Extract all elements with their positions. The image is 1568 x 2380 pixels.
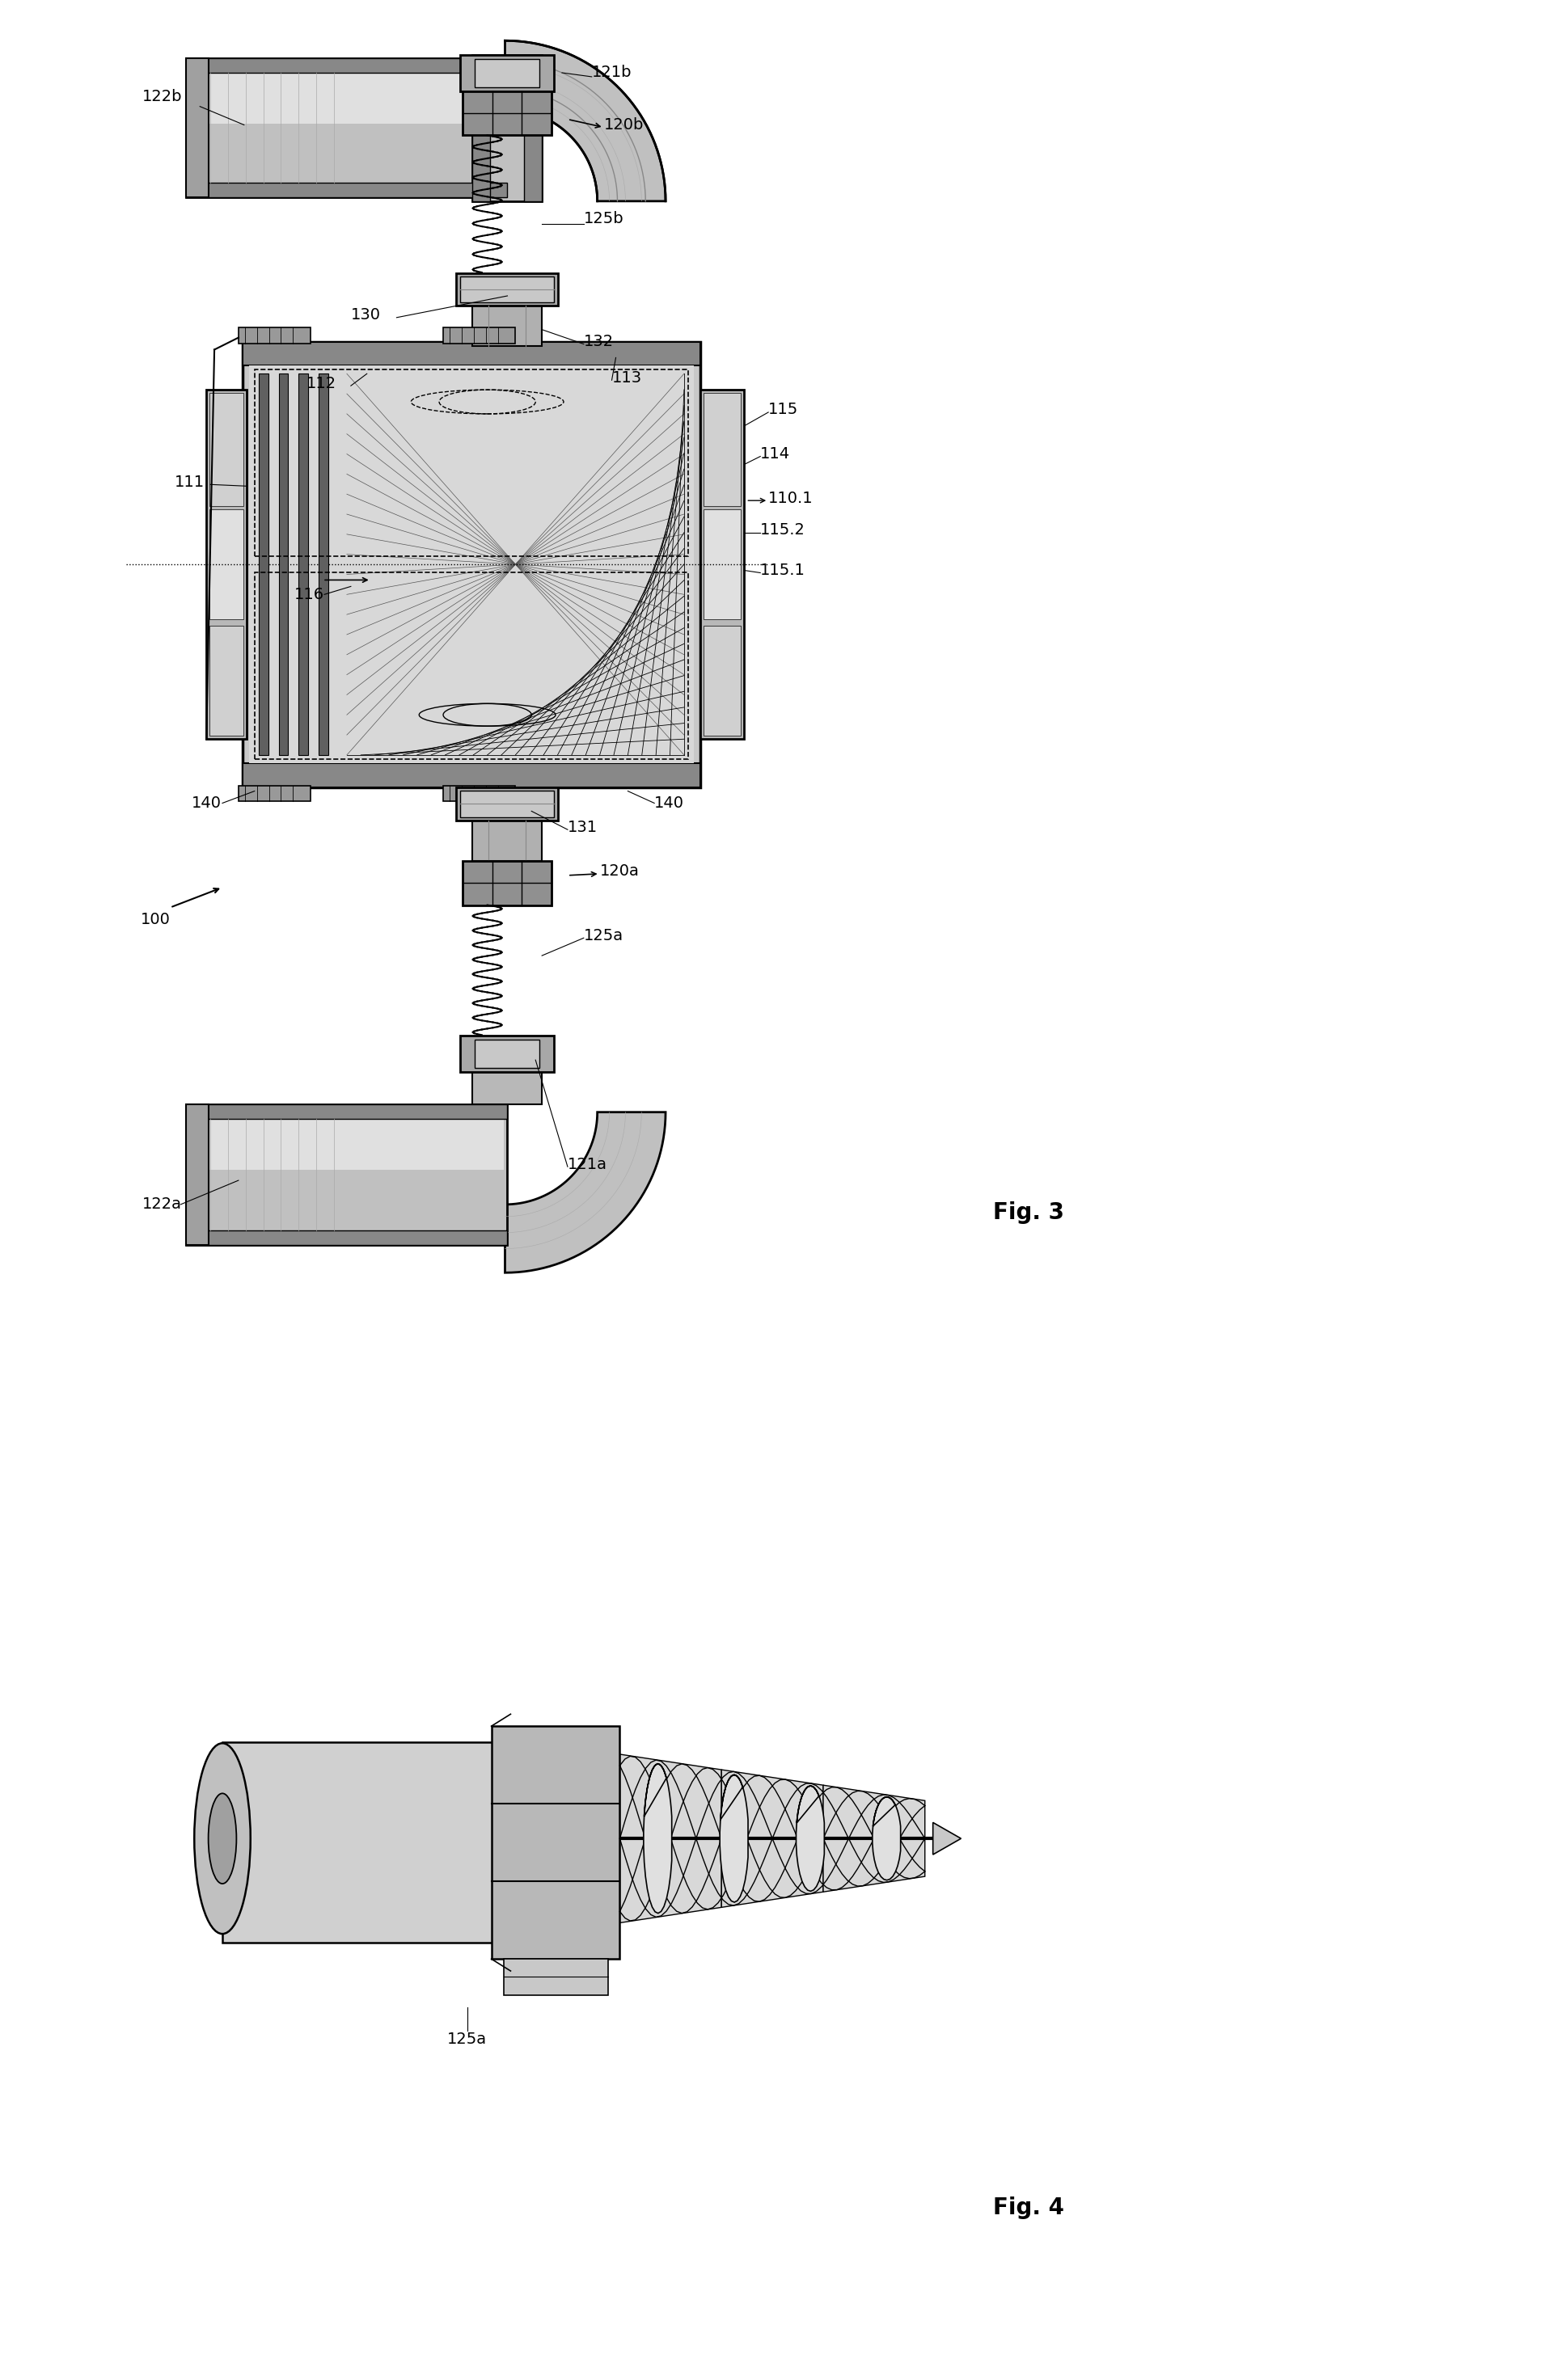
Bar: [704, 393, 742, 507]
Text: 112: 112: [307, 376, 337, 390]
Bar: [187, 1104, 508, 1119]
Text: 120a: 120a: [599, 864, 640, 878]
Text: Fig. 3: Fig. 3: [993, 1202, 1065, 1223]
Bar: [472, 1071, 543, 1104]
Bar: [463, 90, 552, 136]
Text: Fig. 4: Fig. 4: [993, 2197, 1065, 2218]
Bar: [187, 1104, 209, 1245]
Polygon shape: [619, 1754, 721, 1923]
Bar: [704, 626, 742, 735]
Bar: [491, 1726, 619, 1959]
Polygon shape: [721, 1771, 823, 1906]
Text: 116: 116: [295, 588, 325, 602]
Bar: [475, 1040, 539, 1069]
Bar: [298, 374, 309, 754]
Bar: [318, 374, 328, 754]
Bar: [459, 1035, 554, 1071]
Bar: [190, 1109, 503, 1171]
Polygon shape: [505, 1111, 665, 1273]
Bar: [699, 390, 745, 738]
Bar: [472, 55, 489, 202]
Bar: [472, 55, 543, 202]
Bar: [210, 393, 243, 507]
Bar: [463, 862, 552, 904]
Bar: [187, 183, 508, 198]
Bar: [503, 1959, 608, 1994]
Text: 140: 140: [191, 795, 221, 812]
Bar: [444, 785, 516, 802]
Bar: [279, 374, 289, 754]
Bar: [254, 369, 688, 557]
Polygon shape: [643, 1764, 671, 1914]
Bar: [472, 305, 543, 345]
Text: 114: 114: [760, 447, 790, 462]
Text: 113: 113: [612, 369, 641, 386]
Text: 120b: 120b: [604, 117, 644, 133]
Text: 131: 131: [568, 819, 597, 835]
Bar: [524, 55, 543, 202]
Text: 130: 130: [351, 307, 381, 324]
Bar: [459, 55, 554, 90]
Bar: [243, 343, 699, 367]
Text: 122a: 122a: [143, 1197, 182, 1211]
Text: 122b: 122b: [143, 88, 182, 105]
Bar: [243, 764, 699, 788]
Bar: [187, 1104, 508, 1245]
Text: 121b: 121b: [591, 64, 632, 81]
Bar: [210, 509, 243, 619]
Text: 121a: 121a: [568, 1157, 607, 1171]
Text: 140: 140: [654, 795, 684, 812]
Bar: [456, 788, 558, 821]
Polygon shape: [823, 1785, 925, 1892]
Ellipse shape: [194, 1742, 251, 1935]
Text: 125a: 125a: [447, 2033, 488, 2047]
Text: 115.2: 115.2: [760, 524, 806, 538]
Bar: [472, 821, 543, 862]
Text: 115: 115: [768, 402, 798, 417]
Bar: [223, 1742, 503, 1942]
Bar: [187, 57, 508, 74]
Polygon shape: [720, 1775, 748, 1902]
Bar: [249, 367, 693, 764]
Bar: [210, 626, 243, 735]
Bar: [456, 274, 558, 305]
Bar: [459, 790, 554, 819]
Bar: [187, 1230, 508, 1245]
Text: 111: 111: [174, 474, 204, 490]
Text: 115.1: 115.1: [760, 562, 806, 578]
Text: 100: 100: [141, 912, 171, 928]
Bar: [704, 509, 742, 619]
Bar: [190, 62, 503, 124]
Text: 132: 132: [583, 333, 613, 350]
Bar: [259, 374, 268, 754]
Bar: [444, 326, 516, 343]
Bar: [187, 57, 508, 198]
Bar: [475, 60, 539, 88]
Text: 110.1: 110.1: [768, 490, 814, 507]
Polygon shape: [797, 1785, 825, 1892]
Bar: [238, 326, 310, 343]
Bar: [187, 57, 209, 198]
Polygon shape: [872, 1797, 900, 1880]
Text: 125b: 125b: [583, 212, 624, 226]
Bar: [243, 343, 699, 788]
Ellipse shape: [209, 1795, 237, 1883]
Bar: [207, 390, 246, 738]
Bar: [238, 785, 310, 802]
Bar: [254, 571, 688, 759]
Polygon shape: [505, 40, 665, 202]
Text: 125a: 125a: [583, 928, 624, 942]
Polygon shape: [933, 1823, 961, 1854]
Bar: [459, 276, 554, 302]
